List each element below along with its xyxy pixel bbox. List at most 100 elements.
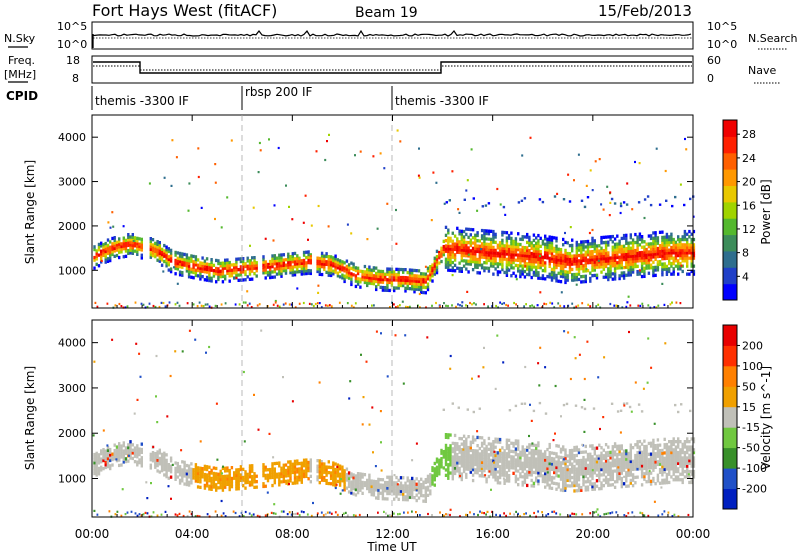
range-time-cell <box>636 453 639 457</box>
range-time-cell <box>544 269 547 273</box>
range-time-cell <box>616 471 619 476</box>
range-time-cell <box>165 475 168 479</box>
range-time-cell <box>185 482 189 487</box>
range-time-cell <box>654 446 657 450</box>
range-time-cell <box>528 243 531 247</box>
range-time-cell <box>327 255 330 259</box>
range-time-cell <box>294 306 297 309</box>
range-time-cell <box>176 464 179 468</box>
range-time-cell <box>535 452 538 456</box>
range-time-cell <box>541 268 545 273</box>
range-time-cell <box>323 465 326 469</box>
range-time-cell <box>433 267 436 271</box>
range-time-cell <box>359 480 362 484</box>
range-time-cell <box>620 466 623 470</box>
range-time-cell <box>142 303 145 306</box>
range-time-cell <box>334 257 337 261</box>
range-time-cell <box>492 442 495 446</box>
range-time-cell <box>548 475 551 479</box>
range-time-cell <box>266 265 270 269</box>
range-time-cell <box>523 451 527 455</box>
range-time-cell <box>544 455 547 459</box>
range-time-cell <box>526 248 529 253</box>
range-time-cell <box>350 272 353 276</box>
range-time-cell <box>661 238 664 242</box>
range-time-cell <box>210 258 213 262</box>
range-time-cell <box>616 461 619 465</box>
range-time-cell <box>658 481 662 485</box>
range-time-cell <box>347 471 351 475</box>
range-time-cell <box>424 486 427 490</box>
range-time-cell <box>199 485 202 489</box>
range-time-cell <box>668 237 671 242</box>
range-time-cell <box>106 249 110 253</box>
range-time-cell <box>149 458 152 462</box>
range-time-cell <box>467 456 470 460</box>
range-time-cell <box>483 239 486 243</box>
range-time-cell <box>613 245 617 249</box>
range-time-cell <box>517 264 520 268</box>
range-time-cell <box>681 480 684 485</box>
range-time-cell <box>300 480 303 484</box>
range-time-cell <box>521 464 524 468</box>
range-time-cell <box>627 270 630 275</box>
range-time-cell <box>677 453 680 457</box>
range-time-cell <box>408 492 412 497</box>
range-time-cell <box>507 263 511 267</box>
range-time-cell <box>327 260 330 264</box>
range-time-cell <box>192 468 195 472</box>
range-time-cell <box>539 457 542 462</box>
range-time-cell <box>546 475 549 479</box>
range-time-cell <box>287 460 290 464</box>
range-time-cell <box>520 402 524 405</box>
range-time-cell <box>622 257 626 262</box>
range-time-cell <box>178 470 182 474</box>
range-time-cell <box>404 286 407 290</box>
range-time-cell <box>154 255 157 259</box>
range-time-cell <box>151 243 155 247</box>
range-time-cell <box>133 449 137 453</box>
range-time-cell <box>278 480 281 484</box>
range-time-cell <box>535 265 538 269</box>
range-time-cell <box>370 273 373 278</box>
range-time-cell <box>200 206 203 209</box>
range-time-cell <box>683 203 686 207</box>
range-time-cell <box>692 448 696 452</box>
range-time-cell <box>555 260 558 264</box>
range-time-cell <box>431 268 434 273</box>
range-time-cell <box>291 270 294 274</box>
range-time-cell <box>393 481 396 485</box>
range-time-cell <box>296 459 299 463</box>
range-time-cell <box>136 398 139 401</box>
range-time-cell <box>325 479 328 483</box>
range-time-cell <box>661 267 664 272</box>
range-time-cell <box>688 456 691 460</box>
range-time-cell <box>320 464 324 469</box>
colorbar-swatch <box>723 136 737 154</box>
range-time-cell <box>298 262 301 266</box>
range-time-cell <box>690 450 693 455</box>
range-time-cell <box>219 275 222 279</box>
range-time-cell <box>111 457 114 462</box>
range-time-cell <box>514 253 518 257</box>
range-time-cell <box>566 257 569 261</box>
range-time-cell <box>338 267 342 271</box>
range-time-cell <box>677 456 680 460</box>
range-time-cell <box>537 473 540 478</box>
range-time-cell <box>622 273 626 278</box>
range-time-cell <box>573 254 576 258</box>
range-time-cell <box>113 457 116 461</box>
range-time-cell <box>230 268 234 272</box>
range-time-cell <box>264 271 267 275</box>
range-time-cell <box>381 486 385 490</box>
range-time-cell <box>187 259 191 263</box>
range-time-cell <box>616 250 619 254</box>
range-time-cell <box>670 249 673 252</box>
range-time-cell <box>462 464 466 468</box>
range-time-cell <box>519 250 522 255</box>
range-time-cell <box>325 270 328 274</box>
range-time-cell <box>548 451 551 455</box>
range-time-cell <box>462 240 466 244</box>
range-time-cell <box>226 196 229 199</box>
range-time-cell <box>663 462 666 466</box>
